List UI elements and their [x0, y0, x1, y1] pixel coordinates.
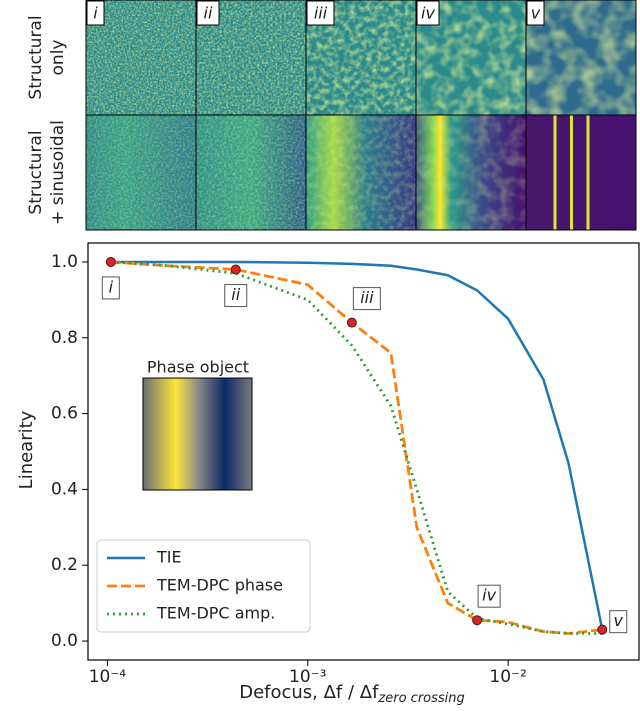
- line: [110, 260, 603, 635]
- marker-label: ii: [231, 285, 240, 304]
- line: [110, 260, 604, 630]
- marker-label: i: [109, 277, 114, 296]
- tile-border: [525, 114, 637, 231]
- tile-label-box: [306, 0, 335, 26]
- marker-label-box: [352, 287, 381, 311]
- image-texture: [196, 115, 306, 230]
- stripe: [570, 115, 573, 230]
- row-label: Structural: [26, 130, 46, 214]
- row-label: only: [48, 40, 68, 76]
- row-label: + sinusoidal: [48, 120, 68, 225]
- marker: [105, 256, 116, 267]
- tile-label: iii: [314, 4, 328, 23]
- y-tick-label: 0.6: [51, 404, 78, 424]
- x-axis-label-sub: zero crossing: [377, 691, 464, 706]
- inset: Phase object: [142, 358, 253, 491]
- inset-title: Phase object: [147, 358, 249, 377]
- stripe: [586, 115, 590, 230]
- y-tick-label: 1.0: [51, 252, 78, 272]
- stripe: [553, 115, 557, 230]
- marker: [346, 317, 357, 328]
- marker: [230, 264, 241, 275]
- tile-label-box: [416, 0, 440, 26]
- tile-label: ii: [204, 4, 213, 23]
- tile-label: i: [93, 4, 98, 23]
- marker-label: v: [614, 611, 624, 630]
- tile-label-box: [196, 0, 220, 26]
- plot-area: [110, 260, 604, 635]
- marker: [472, 615, 483, 626]
- legend-label: TIE: [156, 548, 182, 567]
- marker-label-box: [224, 284, 248, 308]
- y-tick-label: 0.8: [51, 328, 78, 348]
- x-tick-label: 10⁻²: [489, 667, 526, 687]
- y-tick-label: 0.2: [51, 555, 78, 575]
- marker-label: iv: [482, 586, 496, 605]
- marker-label-box: [477, 584, 501, 608]
- image-tile: [526, 115, 636, 230]
- marker-label: iii: [360, 288, 374, 307]
- marker-label-box: [609, 610, 628, 634]
- legend-label: TEM-DPC phase: [156, 576, 283, 595]
- tile-label: v: [531, 4, 541, 23]
- x-tick-label: 10⁻³: [289, 667, 326, 687]
- tile-label-box: [86, 0, 105, 26]
- y-axis-label: Linearity: [16, 410, 37, 489]
- y-tick-label: 0.4: [51, 479, 78, 499]
- marker: [597, 624, 608, 635]
- plot-frame: [87, 242, 640, 661]
- legend-box: [96, 539, 311, 633]
- x-axis-label: Defocus, Δf / Δfzero crossing: [239, 682, 465, 706]
- y-tick-label: 0.0: [51, 631, 78, 651]
- x-tick-label: 10⁻⁴: [89, 667, 127, 687]
- inset-colormap: [142, 377, 253, 491]
- tile-label-box: [526, 0, 545, 26]
- image-texture: [306, 115, 416, 230]
- image-texture: [86, 115, 196, 230]
- tile-label: iv: [421, 4, 435, 23]
- image-texture: [416, 115, 526, 230]
- marker-label-box: [101, 276, 120, 300]
- legend-label: TEM-DPC amp.: [156, 604, 275, 623]
- row-label: Structural: [26, 15, 46, 99]
- x-axis-label-main: Defocus, Δf / Δf: [239, 682, 379, 703]
